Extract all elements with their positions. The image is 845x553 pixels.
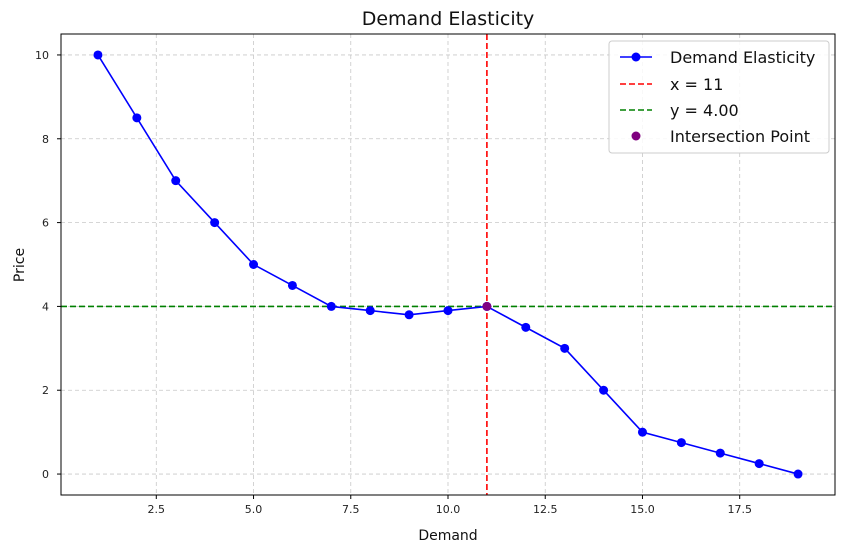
data-point	[715, 448, 725, 458]
y-tick-label: 10	[35, 49, 49, 62]
data-point	[754, 459, 764, 469]
data-point	[560, 343, 570, 353]
data-point	[326, 301, 336, 311]
y-tick-label: 2	[42, 384, 49, 397]
legend-marker-demand-elasticity	[631, 52, 641, 62]
legend-label-intersection: Intersection Point	[670, 127, 810, 146]
data-point	[404, 310, 414, 320]
legend-marker-intersection	[631, 131, 641, 141]
x-tick-label: 17.5	[727, 503, 752, 516]
chart-title: Demand Elasticity	[362, 8, 535, 30]
data-point	[676, 438, 686, 448]
x-tick-label: 2.5	[148, 503, 166, 516]
legend-label-demand-elasticity: Demand Elasticity	[670, 48, 815, 67]
x-axis-label: Demand	[418, 528, 477, 544]
series-demand-elasticity	[93, 50, 803, 479]
y-tick-label: 4	[42, 300, 49, 313]
data-point	[365, 306, 375, 316]
y-tick-label: 6	[42, 217, 49, 230]
data-point	[210, 218, 220, 228]
data-point	[287, 280, 297, 290]
data-point	[249, 260, 259, 269]
data-point	[132, 113, 142, 123]
data-point	[443, 306, 453, 316]
y-axis-label: Price	[12, 248, 28, 282]
data-point	[171, 176, 181, 186]
legend-box	[608, 40, 830, 154]
x-tick-label: 15.0	[630, 503, 655, 516]
data-point	[599, 385, 609, 395]
data-point	[637, 427, 647, 437]
y-axis-ticks: 0 2 4 6 8 10	[35, 49, 61, 481]
x-tick-label: 12.5	[533, 503, 558, 516]
x-tick-label: 10.0	[436, 503, 461, 516]
x-axis-ticks: 2.5 5.0 7.5 10.0 12.5 15.0 17.5	[148, 495, 752, 516]
legend: Demand Elasticity x = 11 y = 4.00 Inters…	[608, 40, 830, 154]
legend-label-x-ref: x = 11	[670, 75, 723, 94]
x-tick-label: 7.5	[342, 503, 360, 516]
data-point	[793, 469, 803, 479]
y-tick-label: 0	[42, 468, 49, 481]
x-tick-label: 5.0	[245, 503, 263, 516]
intersection-point	[482, 301, 492, 311]
highlight-layer	[482, 301, 492, 311]
data-point	[521, 322, 531, 332]
legend-label-y-ref: y = 4.00	[670, 101, 739, 120]
data-point	[93, 50, 103, 60]
y-tick-label: 8	[42, 133, 49, 146]
